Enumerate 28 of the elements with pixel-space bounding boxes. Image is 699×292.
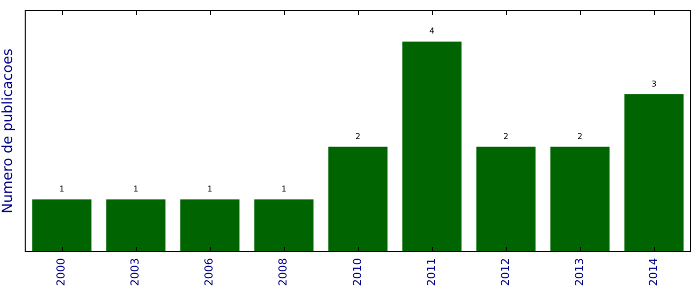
- bar: [550, 146, 610, 252]
- bar: [476, 146, 536, 252]
- y-axis-title: Numero de publicacoes: [0, 48, 16, 214]
- data-label: 2: [503, 132, 508, 141]
- x-tick-label: 2000: [54, 258, 68, 286]
- bar: [106, 199, 166, 252]
- x-tick-label: 2011: [424, 258, 438, 286]
- x-tick-label: 2003: [128, 258, 142, 286]
- x-tick-label: 2013: [572, 258, 586, 286]
- data-label: 4: [429, 26, 434, 36]
- data-label: 1: [133, 184, 138, 194]
- data-label: 2: [577, 132, 583, 141]
- x-tick-label: 2014: [646, 258, 660, 286]
- bar: [402, 42, 462, 252]
- bar: [180, 199, 240, 252]
- data-label: 1: [207, 184, 212, 194]
- bar: [254, 199, 314, 252]
- bar: [328, 146, 388, 252]
- x-tick-label: 2012: [498, 258, 512, 286]
- data-label: 1: [59, 184, 64, 194]
- x-tick-label: 2008: [276, 258, 290, 286]
- data-label: 2: [355, 132, 360, 141]
- x-tick-label: 2006: [202, 258, 216, 286]
- data-label: 3: [651, 79, 657, 88]
- bar: [32, 199, 92, 252]
- bar: [624, 94, 684, 252]
- data-label: 1: [281, 184, 286, 194]
- x-tick-label: 2010: [350, 258, 364, 286]
